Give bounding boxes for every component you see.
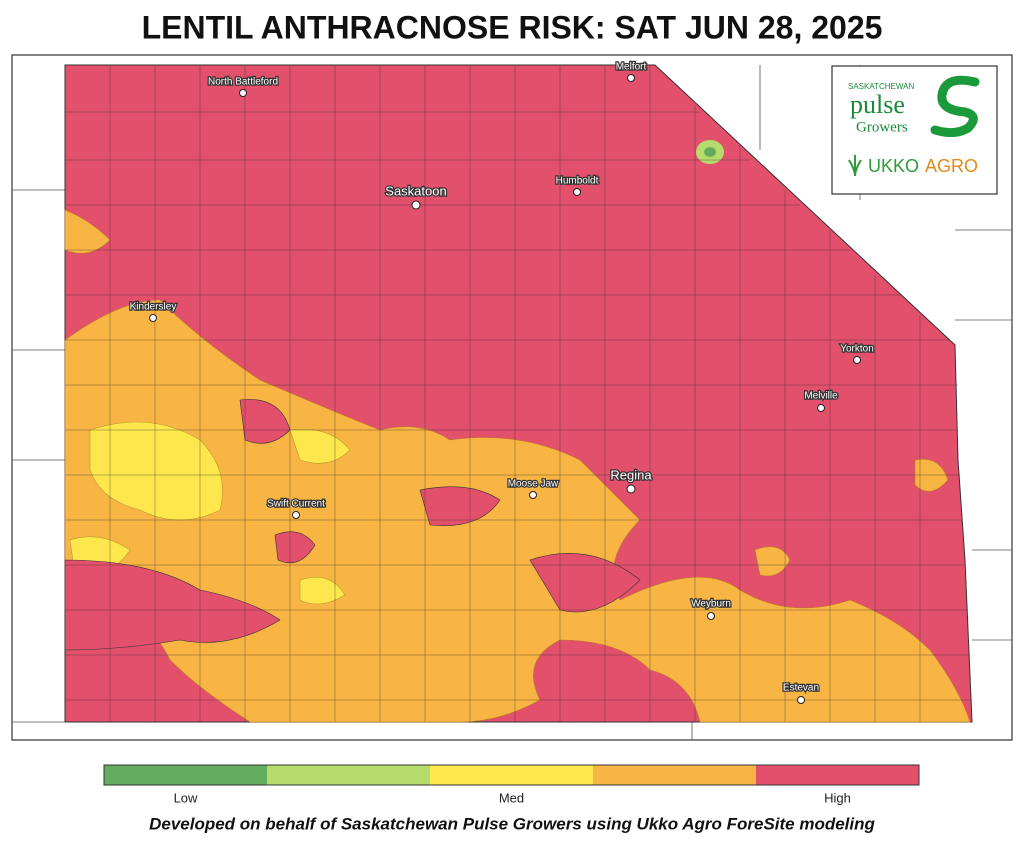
legend-swatch: [756, 765, 919, 785]
city-dot: [707, 612, 715, 620]
city-label: Estevan: [783, 683, 819, 694]
city-label: Yorkton: [840, 344, 874, 355]
footer-note: Developed on behalf of Saskatchewan Puls…: [149, 814, 875, 833]
city-dot: [411, 200, 421, 210]
logo-wheat: [848, 155, 862, 177]
city-label: Kindersley: [130, 302, 177, 313]
legend-swatch: [593, 765, 756, 785]
logo-text: Growers: [856, 119, 908, 135]
city-dot: [529, 491, 537, 499]
city-label: Moose Jaw: [508, 479, 559, 490]
legend-swatch: [267, 765, 430, 785]
title: LENTIL ANTHRACNOSE RISK: SAT JUN 28, 202…: [142, 9, 883, 45]
risk-lowest-spot: [704, 147, 716, 157]
city-dot: [292, 511, 300, 519]
city-dot: [149, 314, 157, 322]
city-dot: [627, 74, 635, 82]
city-dot: [797, 696, 805, 704]
city-label: Swift Current: [267, 499, 325, 510]
city-label: Humboldt: [556, 176, 599, 187]
legend-swatch: [430, 765, 593, 785]
city-label: North Battleford: [208, 77, 278, 88]
logo-mark: [930, 75, 980, 138]
city-dot: [239, 89, 247, 97]
municipality-grid: [65, 65, 972, 722]
legend-label: Low: [174, 790, 198, 805]
city-label: Melfort: [616, 62, 647, 73]
logo-text: pulse: [850, 90, 905, 119]
city-dot: [817, 404, 825, 412]
city-label: Weyburn: [691, 599, 731, 610]
logo-text: SASKATCHEWAN: [848, 82, 914, 91]
logo-text: UKKO: [868, 156, 919, 176]
logo-text: AGRO: [925, 156, 978, 176]
cities: North Battleford Melfort Saskatoon Humbo…: [128, 60, 875, 704]
city-dot: [853, 356, 861, 364]
risk-orange-areas: [64, 209, 971, 723]
city-dot: [573, 188, 581, 196]
legend-swatch: [104, 765, 267, 785]
city-dot: [626, 484, 636, 494]
city-label: Saskatoon: [385, 183, 446, 198]
logo-box: SASKATCHEWAN pulse Growers UKKO AGRO: [831, 65, 998, 195]
legend-border: [103, 764, 920, 786]
legend-label: High: [824, 790, 851, 805]
legend: Low Med High: [103, 764, 920, 805]
city-label: Melville: [804, 391, 838, 402]
legend-label: Med: [499, 790, 524, 805]
risk-high-islands: [64, 399, 641, 651]
city-label: Regina: [610, 467, 652, 482]
